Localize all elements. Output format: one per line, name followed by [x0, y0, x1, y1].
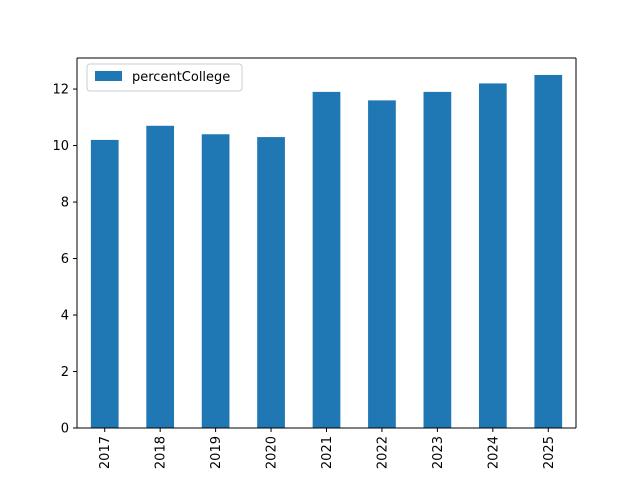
y-tick-label: 12: [52, 83, 69, 98]
x-tick-label: 2018: [154, 436, 169, 469]
y-tick-label: 6: [61, 252, 69, 267]
y-tick-label: 10: [52, 139, 69, 154]
x-tick-label: 2019: [209, 436, 224, 469]
bar: [312, 91, 341, 428]
bar-series: [90, 74, 563, 429]
bar: [368, 100, 396, 429]
bar: [534, 74, 563, 428]
x-tick-label: 2021: [320, 436, 335, 469]
bar: [423, 91, 452, 428]
x-tick-label: 2020: [265, 436, 280, 469]
bar: [201, 134, 230, 429]
bar: [90, 139, 119, 429]
x-tick-label: 2024: [486, 436, 501, 469]
x-tick-label: 2022: [375, 436, 390, 469]
bar: [146, 125, 175, 429]
bar: [478, 83, 507, 428]
bar: [257, 137, 285, 428]
y-tick-label: 8: [61, 196, 69, 211]
legend-swatch: [95, 71, 122, 81]
legend-box: [86, 63, 243, 92]
y-tick-label: 4: [61, 309, 69, 324]
axes: 0 2 4 6 8 10 12 2017 2018 2019 2020 2021 2022 2023 202…: [52, 57, 577, 469]
legend-label: percentCollege: [132, 70, 230, 85]
x-tick-label: 2023: [431, 436, 446, 469]
legend: percentCollege: [86, 63, 243, 92]
x-tick-label: 2017: [98, 436, 113, 469]
x-tick-label: 2025: [542, 436, 557, 469]
y-tick-label: 0: [61, 422, 69, 437]
y-tick-label: 2: [61, 365, 69, 380]
